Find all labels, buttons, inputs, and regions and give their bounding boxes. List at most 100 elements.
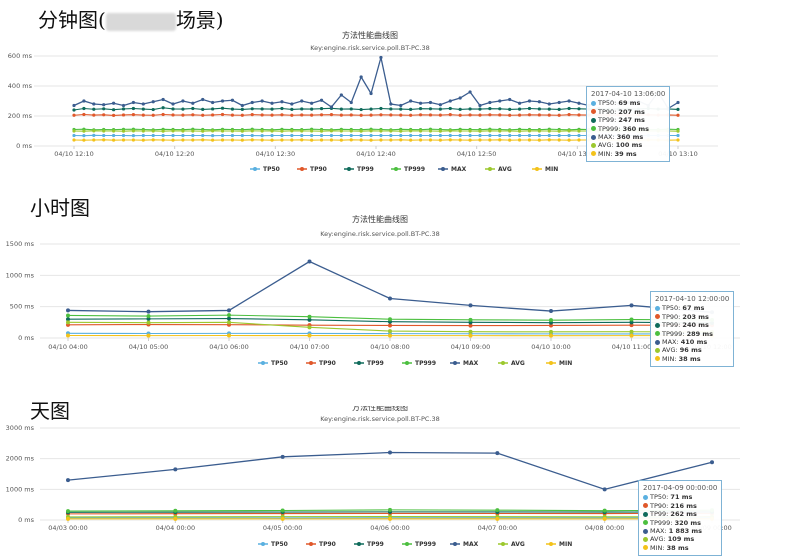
data-point-avg [152, 129, 155, 132]
legend-label-tp999[interactable]: TP999 [404, 166, 425, 173]
legend-label-min[interactable]: MIN [545, 166, 558, 173]
legend-label-max[interactable]: MAX [451, 166, 467, 173]
legend-marker-avg[interactable] [501, 542, 505, 546]
legend-label-min[interactable]: MIN [559, 541, 572, 548]
legend-marker-min[interactable] [549, 542, 553, 546]
data-point-min [429, 138, 432, 141]
data-point-tp999 [173, 509, 177, 513]
data-point-tp90 [270, 114, 273, 117]
legend-label-tp99[interactable]: TP99 [367, 360, 384, 367]
data-point-avg [66, 320, 70, 324]
data-point-min [478, 138, 481, 141]
legend-marker-tp99[interactable] [357, 361, 361, 365]
data-point-min [290, 138, 293, 141]
legend-label-tp99[interactable]: TP99 [357, 166, 374, 173]
data-point-min [439, 139, 442, 142]
legend-label-tp50[interactable]: TP50 [263, 166, 280, 173]
legend-label-avg[interactable]: AVG [498, 166, 512, 173]
tooltip-value: 360 ms [623, 125, 649, 133]
legend-marker-tp99[interactable] [357, 542, 361, 546]
data-point-tp50 [122, 134, 125, 137]
data-point-min [330, 138, 333, 141]
tooltip-dot [591, 101, 596, 106]
legend-label-tp99[interactable]: TP99 [367, 541, 384, 548]
data-point-tp90 [518, 114, 521, 117]
legend-label-tp90[interactable]: TP90 [319, 541, 336, 548]
data-point-tp99 [459, 108, 462, 111]
legend-label-max[interactable]: MAX [463, 360, 479, 367]
legend-marker-tp999[interactable] [405, 542, 409, 546]
legend-marker-min[interactable] [549, 361, 553, 365]
data-point-max [173, 467, 177, 471]
legend-marker-tp999[interactable] [405, 361, 409, 365]
legend-marker-tp50[interactable] [261, 542, 265, 546]
y-tick-label: 0 ms [16, 142, 33, 150]
data-point-min [66, 333, 70, 337]
legend-marker-avg[interactable] [501, 361, 505, 365]
legend-label-tp90[interactable]: TP90 [310, 166, 327, 173]
data-point-tp90 [72, 114, 75, 117]
data-point-tp90 [399, 114, 402, 117]
y-tick-label: 600 ms [8, 52, 33, 60]
data-point-tp50 [82, 134, 85, 137]
tooltip-series-name: AVG: [650, 535, 668, 543]
data-point-max [241, 104, 244, 107]
legend-marker-min[interactable] [535, 167, 539, 171]
x-tick-label: 04/10 07:00 [290, 343, 330, 351]
data-point-max [379, 56, 382, 59]
data-point-max [122, 104, 125, 107]
data-point-tp99 [191, 107, 194, 110]
tooltip-time: 2017-04-10 12:00:00 [655, 295, 729, 303]
data-point-tp50 [340, 134, 343, 137]
legend-marker-max[interactable] [453, 361, 457, 365]
legend-marker-avg[interactable] [488, 167, 492, 171]
data-point-tp999 [308, 315, 312, 319]
data-point-max [488, 101, 491, 104]
legend-marker-tp99[interactable] [347, 167, 351, 171]
legend-marker-tp90[interactable] [309, 542, 313, 546]
legend-marker-tp999[interactable] [394, 167, 398, 171]
legend-label-tp50[interactable]: TP50 [271, 541, 288, 548]
data-point-tp99 [429, 107, 432, 110]
tooltip-value: 96 ms [680, 346, 702, 354]
data-point-min [162, 138, 165, 141]
data-point-tp99 [231, 108, 234, 111]
legend-marker-tp50[interactable] [253, 167, 257, 171]
legend-marker-tp90[interactable] [309, 361, 313, 365]
legend-label-max[interactable]: MAX [463, 541, 479, 548]
data-point-tp50 [409, 134, 412, 137]
legend-label-tp999[interactable]: TP999 [415, 360, 436, 367]
legend-label-tp50[interactable]: TP50 [271, 360, 288, 367]
data-point-max [231, 99, 234, 102]
tooltip-dot [591, 126, 596, 131]
data-point-avg [528, 129, 531, 132]
x-tick-label: 04/10 06:00 [209, 343, 249, 351]
data-point-tp99 [181, 108, 184, 111]
data-point-max [261, 99, 264, 102]
legend-label-avg[interactable]: AVG [511, 541, 525, 548]
legend-label-tp90[interactable]: TP90 [319, 360, 336, 367]
tooltip-row: TP50: 69 ms [591, 99, 665, 107]
legend-label-tp999[interactable]: TP999 [415, 541, 436, 548]
data-point-max [72, 104, 75, 107]
data-point-tp99 [112, 108, 115, 111]
data-point-tp99 [478, 108, 481, 111]
data-point-tp50 [567, 134, 570, 137]
data-point-min [300, 138, 303, 141]
legend-marker-tp50[interactable] [261, 361, 265, 365]
data-point-tp50 [270, 134, 273, 137]
legend-label-min[interactable]: MIN [559, 360, 572, 367]
tooltip-series-name: MIN: [598, 150, 615, 158]
legend-marker-max[interactable] [453, 542, 457, 546]
legend-label-avg[interactable]: AVG [511, 360, 525, 367]
data-point-tp99 [142, 108, 145, 111]
data-point-tp90 [350, 113, 353, 116]
data-point-tp90 [142, 114, 145, 117]
data-point-tp99 [676, 108, 679, 111]
data-point-min [379, 138, 382, 141]
data-point-tp90 [548, 114, 551, 117]
data-point-min [310, 139, 313, 142]
legend-marker-tp90[interactable] [300, 167, 304, 171]
legend-marker-max[interactable] [441, 167, 445, 171]
